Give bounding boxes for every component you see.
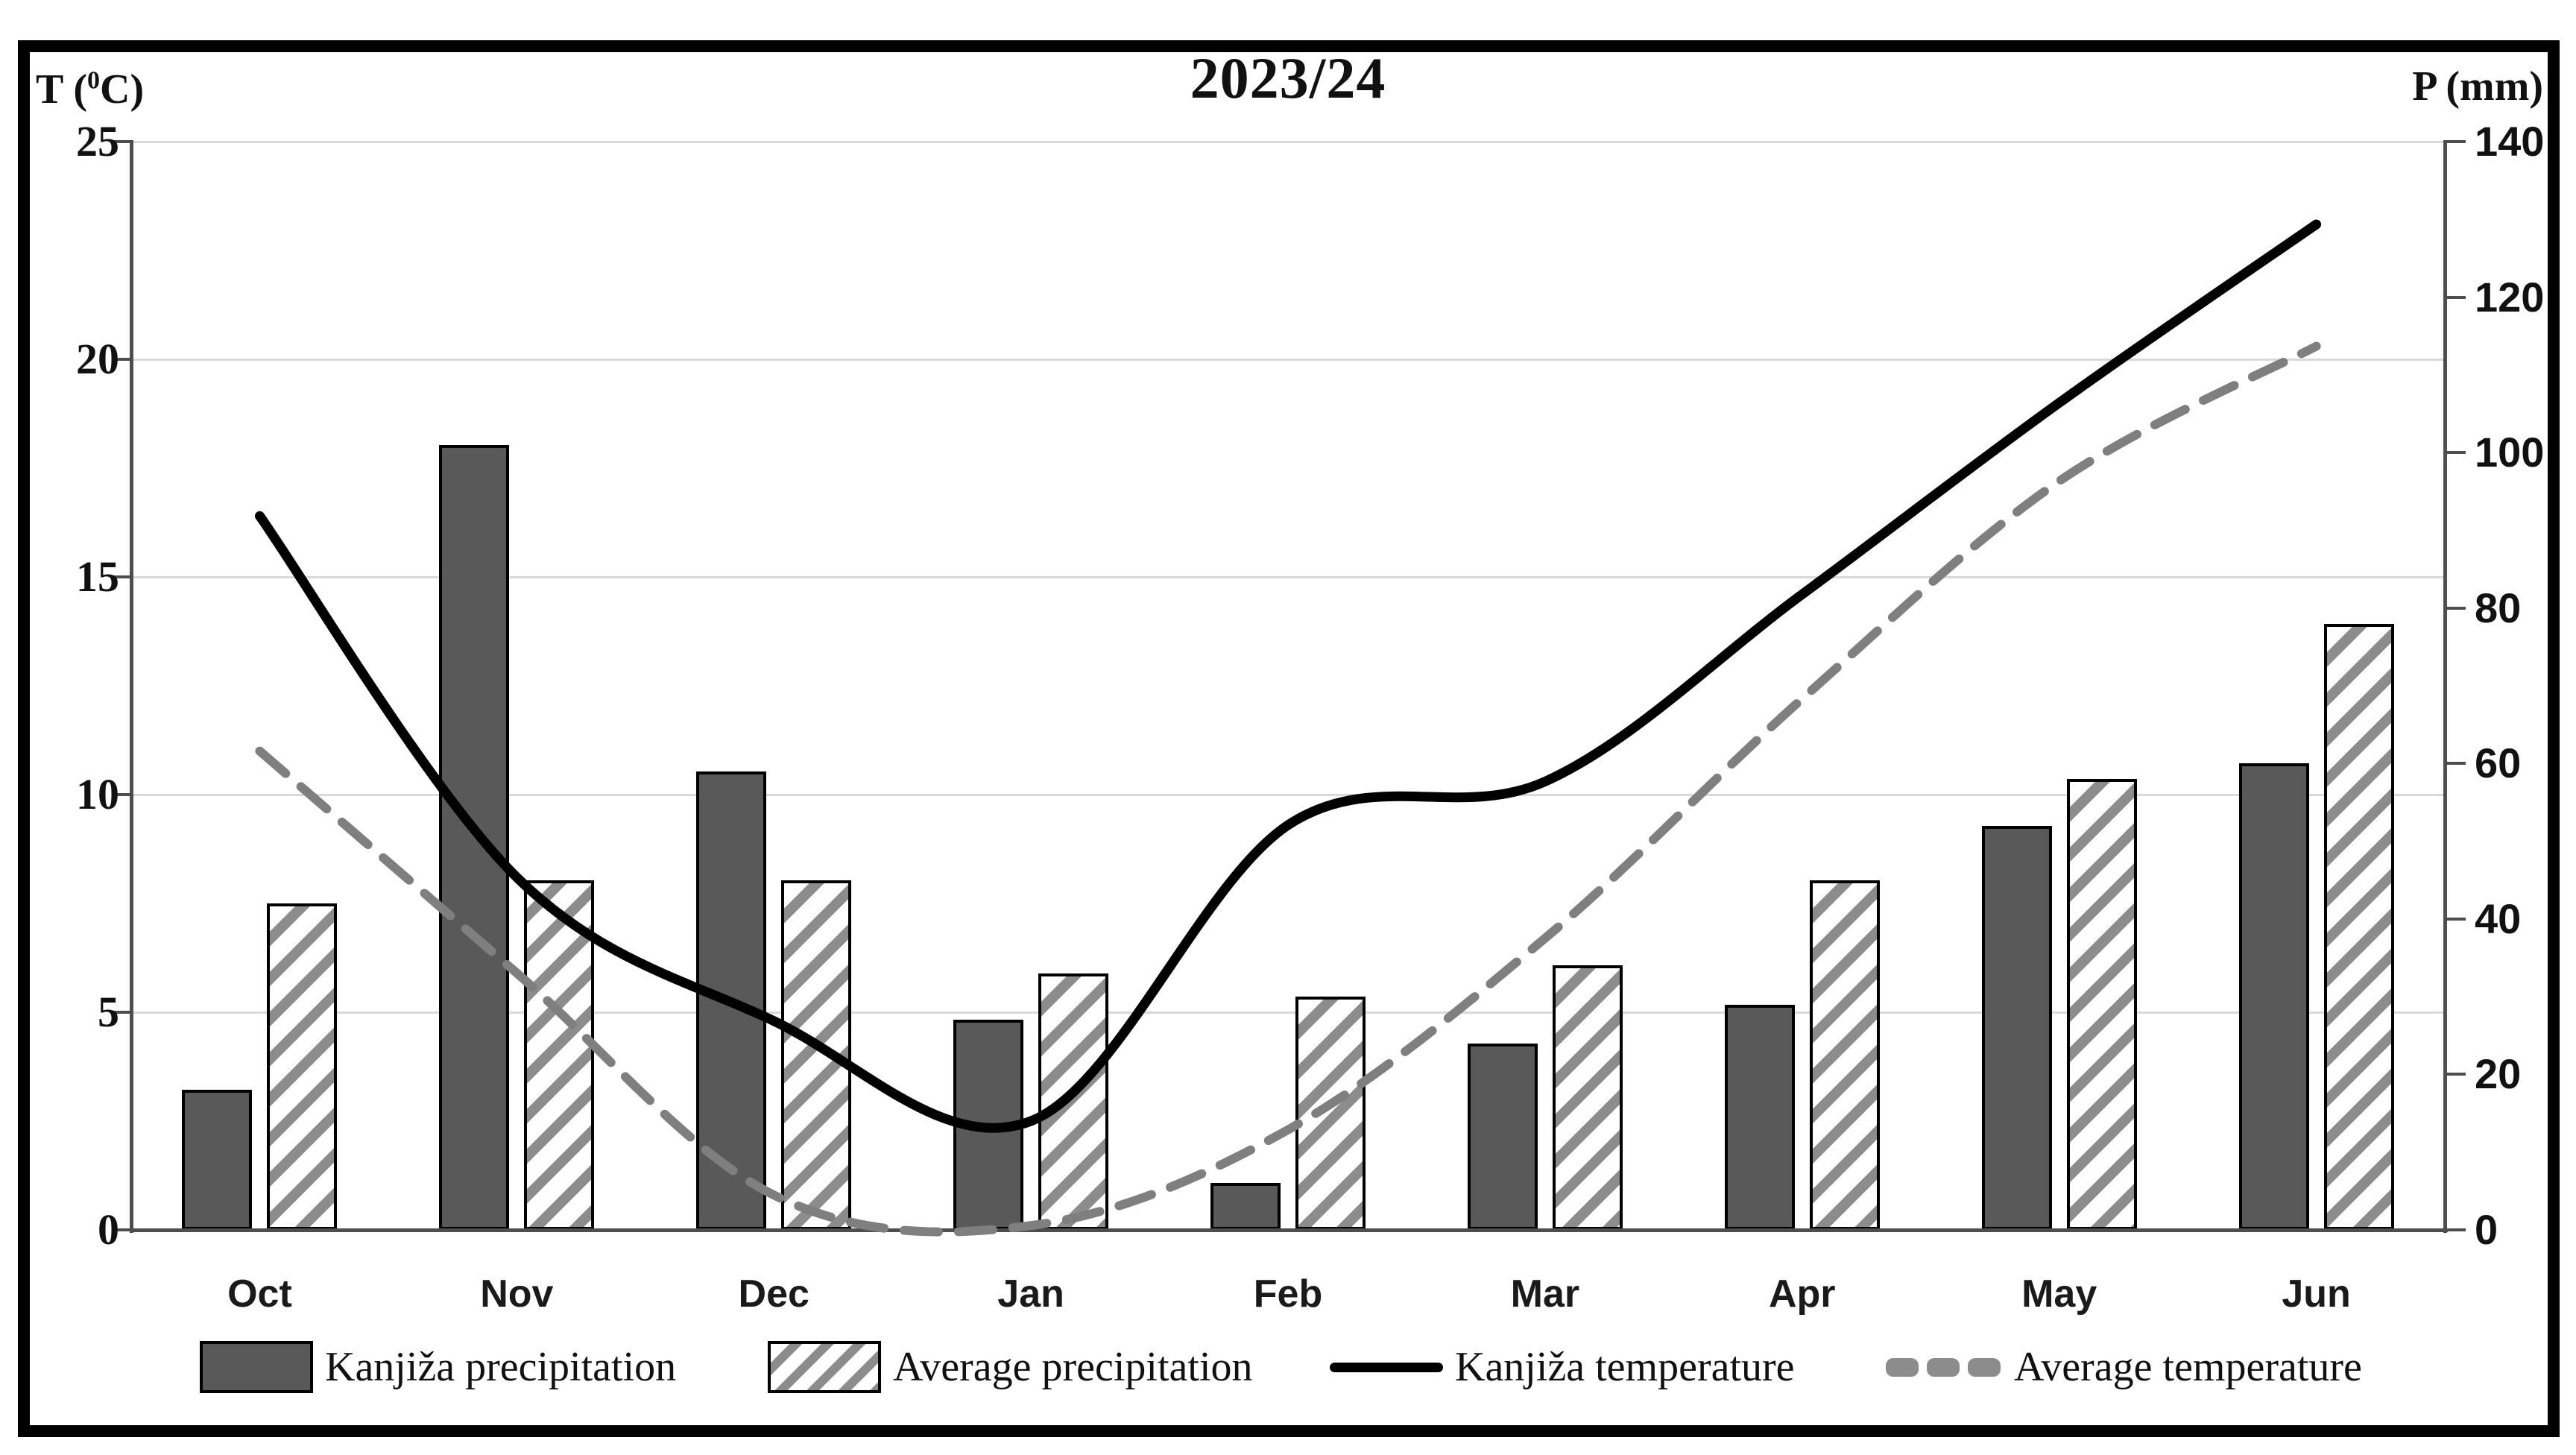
right-axis-tick-mark [2445,917,2466,921]
left-axis-title: T (0C) [36,66,144,113]
legend-label: Kanjiža precipitation [325,1344,677,1390]
bar-average-precipitation-Dec [781,880,852,1230]
gridline [131,358,2445,361]
bar-kanjiza-precipitation-Nov [439,444,510,1230]
right-axis-tick-label: 0 [2475,1206,2498,1253]
legend-item-average-temperature: Average temperature [1886,1336,2362,1398]
x-axis-month-label: Jan [997,1272,1064,1316]
right-axis-line [2443,140,2447,1233]
chart-frame-border [18,40,2560,1437]
right-axis-title: P (mm) [2412,63,2543,110]
left-axis-tick-label: 25 [76,117,119,165]
left-axis-tick-label: 10 [76,770,119,818]
x-axis-month-label: Feb [1253,1272,1323,1316]
x-axis-month-label: Oct [227,1272,292,1316]
x-axis-month-label: Dec [738,1272,809,1316]
left-axis-title-sup: 0 [87,66,100,95]
right-axis-tick-mark [2445,1228,2466,1231]
legend-item-average-precipitation: Average precipitation [768,1336,1253,1398]
left-axis-tick-mark [112,358,131,361]
right-axis-tick-label: 80 [2475,584,2522,631]
legend-label: Average temperature [2014,1344,2362,1390]
bar-average-precipitation-Feb [1295,997,1366,1230]
dashed-line-swatch-icon [1886,1357,2002,1377]
left-axis-tick-mark [112,1011,131,1014]
right-axis-tick-mark [2445,451,2466,455]
gridline [131,140,2445,143]
bar-kanjiza-precipitation-Jun [2238,763,2309,1230]
bar-kanjiza-precipitation-Oct [182,1090,253,1230]
right-axis-tick-mark [2445,606,2466,610]
right-axis-tick-label: 140 [2475,118,2545,165]
left-axis-tick-label: 5 [98,988,119,1036]
right-axis-tick-mark [2445,762,2466,766]
solid-bar-swatch-icon [200,1341,313,1393]
chart-title: 2023/24 [1190,45,1386,110]
bar-kanjiza-precipitation-Feb [1210,1183,1281,1230]
left-axis-tick-label: 20 [76,335,119,383]
right-axis-tick-mark [2445,140,2466,143]
left-axis-tick-label: 0 [98,1205,119,1254]
bar-average-precipitation-Oct [267,903,338,1230]
legend-label: Kanjiža temperature [1455,1344,1795,1390]
right-axis-tick-mark [2445,295,2466,299]
right-axis-tick-label: 40 [2475,894,2522,942]
bar-kanjiza-precipitation-Apr [1724,1004,1795,1230]
bottom-axis-line [130,1228,2448,1232]
right-axis-tick-label: 100 [2475,429,2545,476]
right-axis-tick-label: 20 [2475,1050,2522,1098]
legend: Kanjiža precipitation Average precipitat… [0,1336,2576,1403]
right-axis-tick-mark [2445,1073,2466,1076]
bar-kanjiza-precipitation-May [1981,825,2052,1230]
bar-average-precipitation-Nov [524,880,595,1230]
bar-average-precipitation-Apr [1809,880,1880,1230]
x-axis-month-label: Jun [2282,1272,2351,1316]
legend-label: Average precipitation [893,1344,1253,1390]
x-axis-month-label: Apr [1768,1272,1836,1316]
left-axis-tick-mark [112,575,131,578]
x-axis-month-label: May [2021,1272,2097,1316]
legend-item-kanjiza-temperature: Kanjiža temperature [1330,1336,1795,1398]
bar-kanjiza-precipitation-Jan [953,1020,1024,1230]
bar-average-precipitation-Jan [1038,973,1109,1230]
x-axis-month-label: Mar [1510,1272,1580,1316]
left-axis-title-post: C) [100,66,145,113]
legend-item-kanjiza-precipitation: Kanjiža precipitation [200,1336,676,1398]
right-axis-tick-label: 60 [2475,739,2522,787]
hatched-bar-swatch-icon [768,1341,881,1393]
left-axis-title-pre: T ( [36,66,87,113]
bar-kanjiza-precipitation-Mar [1467,1043,1538,1230]
left-axis-tick-mark [112,140,131,143]
left-axis-tick-label: 15 [76,552,119,601]
right-axis-tick-label: 120 [2475,273,2545,321]
left-axis-tick-mark [112,793,131,796]
bar-average-precipitation-Mar [1552,965,1623,1230]
bar-kanjiza-precipitation-Dec [696,771,767,1230]
left-axis-tick-mark [112,1228,131,1231]
left-axis-line [130,140,133,1233]
solid-line-swatch-icon [1330,1362,1443,1372]
x-axis-month-label: Nov [480,1272,554,1316]
bar-average-precipitation-Jun [2323,623,2394,1230]
bar-average-precipitation-May [2066,779,2137,1230]
